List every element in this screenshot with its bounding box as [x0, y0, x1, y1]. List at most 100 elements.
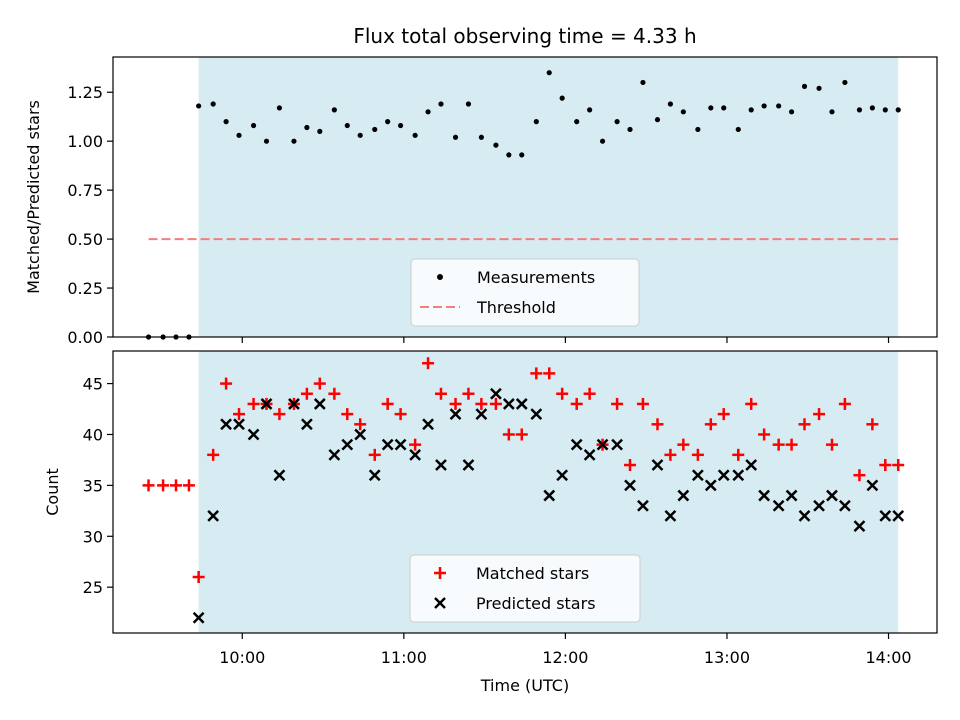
predicted-star-point — [691, 469, 704, 482]
matched-star-point — [838, 397, 851, 410]
matched-star-point — [273, 408, 286, 421]
predicted-star-point — [273, 469, 286, 482]
predicted-star-point — [892, 510, 905, 522]
predicted-star-point — [839, 499, 851, 512]
bottom-y-ticks: 25 30 35 40 45 — [83, 375, 113, 597]
x-tick-label: 12:00 — [542, 648, 588, 667]
matched-star-point — [611, 397, 624, 410]
matched-star-point — [704, 418, 717, 431]
x-tick-label: 11:00 — [381, 648, 427, 667]
bottom-y-tick-label: 40 — [83, 425, 103, 444]
predicted-star-point — [570, 438, 583, 451]
predicted-star-point — [583, 448, 596, 461]
matched-star-point — [449, 397, 462, 410]
measurement-point — [667, 101, 674, 107]
top-panel: Flux total observing time = 4.33 h 0.000… — [24, 24, 938, 347]
measurement-point — [829, 109, 835, 115]
predicted-star-point — [462, 459, 475, 471]
predicted-star-point — [798, 510, 811, 522]
measurement-point — [438, 101, 444, 107]
predicted-star-point — [247, 428, 260, 441]
measurement-point — [236, 132, 242, 138]
measurement-point — [250, 122, 257, 129]
predicted-star-point — [745, 459, 758, 471]
matched-star-point — [313, 377, 326, 390]
matched-star-point — [798, 418, 811, 431]
predicted-stars-points — [192, 387, 905, 624]
matched-star-point — [543, 367, 556, 380]
predicted-star-point — [220, 418, 232, 431]
predicted-star-point — [826, 489, 838, 502]
bottom-panel: 25 30 35 40 45 10:00 11:00 12:00 13:00 14:00 Cou… — [43, 350, 938, 695]
matched-star-point — [233, 408, 246, 421]
top-x-ticks — [241, 337, 890, 343]
measurement-point — [331, 107, 337, 113]
measurement-point — [574, 119, 580, 125]
matched-star-point — [422, 357, 435, 370]
predicted-star-point — [435, 459, 447, 471]
predicted-star-point — [772, 499, 785, 512]
matched-star-point — [853, 469, 866, 482]
bottom-legend[interactable]: Matched stars Predicted stars — [409, 554, 641, 623]
measurement-point — [223, 119, 229, 125]
x-tick-label: 13:00 — [704, 648, 750, 667]
matched-star-point — [556, 387, 569, 400]
predicted-star-point — [288, 398, 300, 410]
predicted-legend-marker — [434, 597, 446, 609]
predicted-star-point — [611, 438, 623, 451]
measurement-point — [587, 107, 593, 113]
top-y-tick-label: 0.50 — [67, 230, 103, 249]
matched-star-point — [866, 418, 879, 431]
measurement-point — [614, 119, 620, 125]
predicted-star-point — [341, 438, 354, 451]
predicted-star-point — [422, 418, 434, 431]
measurement-point — [599, 138, 606, 144]
matched-star-point — [192, 571, 205, 584]
matched-star-point — [409, 438, 422, 451]
measurement-point — [816, 85, 822, 91]
matched-star-point — [475, 397, 488, 410]
matched-star-point — [892, 459, 905, 472]
matched-star-point — [394, 408, 407, 421]
bottom-y-label: Count — [43, 468, 62, 516]
measurement-point — [196, 103, 202, 109]
measurement-point — [291, 138, 297, 144]
predicted-star-point — [192, 611, 205, 624]
measurement-point — [788, 109, 795, 115]
bottom-y-tick-label: 35 — [83, 476, 103, 495]
predicted-star-point — [637, 499, 649, 512]
matched-star-point — [636, 397, 649, 410]
measurement-point — [546, 70, 552, 76]
matched-star-point — [381, 397, 394, 410]
matched-star-point — [157, 479, 170, 492]
predicted-star-point — [813, 499, 825, 512]
predicted-star-point — [717, 469, 730, 482]
predicted-star-point — [233, 418, 245, 431]
measurement-point — [761, 103, 767, 109]
matched-star-point — [462, 387, 475, 400]
matched-star-point — [530, 367, 543, 380]
matched-star-point — [182, 479, 195, 492]
top-y-tick-label: 0.00 — [67, 328, 103, 347]
legend-predicted-stars: Predicted stars — [476, 594, 596, 613]
predicted-star-point — [530, 408, 543, 421]
predicted-star-point — [556, 469, 569, 482]
predicted-star-point — [624, 479, 636, 492]
matched-star-point — [691, 448, 704, 461]
predicted-star-point — [677, 489, 690, 502]
matched-star-point — [300, 387, 313, 400]
measurement-point — [276, 105, 283, 111]
predicted-star-point — [543, 489, 556, 502]
matched-star-point — [570, 397, 583, 410]
measurement-point — [372, 126, 378, 133]
measurement-point — [519, 152, 525, 158]
predicted-star-point — [502, 398, 515, 410]
x-tick-label: 10:00 — [219, 648, 265, 667]
top-legend[interactable]: Measurements Threshold — [410, 258, 640, 327]
matched-star-point — [879, 459, 892, 472]
predicted-star-point — [853, 520, 866, 532]
measurement-point — [856, 107, 863, 113]
predicted-star-point — [596, 438, 609, 451]
predicted-star-point — [207, 510, 220, 522]
